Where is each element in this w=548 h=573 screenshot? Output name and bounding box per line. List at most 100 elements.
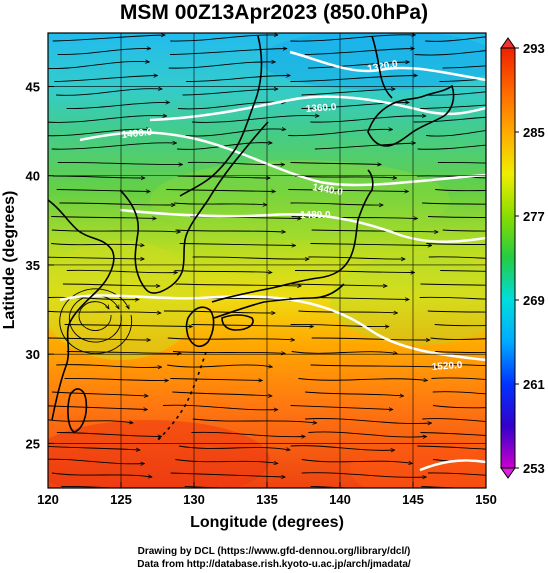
contour-label: 1320.0: [367, 59, 399, 75]
streamline: [66, 102, 170, 109]
x-axis: 120 125 130 135 140 145 150: [37, 482, 497, 507]
streamline: [311, 229, 439, 232]
x-tick-label: 130: [183, 492, 205, 507]
streamline: [305, 391, 404, 396]
streamline: [166, 189, 275, 192]
streamline: [178, 445, 290, 450]
streamline: [57, 48, 151, 55]
streamline: [310, 116, 426, 123]
streamline: [291, 352, 398, 354]
streamline: [52, 35, 165, 42]
streamline: [308, 256, 405, 259]
streamline: [173, 203, 267, 205]
streamline: [290, 202, 384, 205]
streamline: [192, 418, 317, 423]
streamline: [421, 486, 465, 488]
streamline: [51, 244, 144, 246]
contour-line: [149, 95, 486, 122]
streamline: [168, 62, 276, 69]
x-tick-label: 125: [110, 492, 132, 507]
streamline: [427, 216, 486, 218]
streamline: [56, 89, 162, 96]
streamline: [442, 229, 486, 232]
streamline: [48, 296, 139, 299]
streamline: [51, 472, 152, 477]
korea-coast: [119, 121, 269, 294]
kyushu: [185, 306, 215, 348]
streamline: [48, 405, 148, 410]
streamline: [62, 283, 160, 286]
streamline: [290, 323, 389, 326]
streamline: [291, 216, 418, 219]
russia-coast: [179, 35, 263, 197]
streamline: [175, 283, 302, 286]
streamline: [440, 270, 486, 272]
streamline: [179, 243, 296, 246]
streamline: [186, 75, 290, 82]
streamline: [314, 297, 409, 300]
y-axis: 25 30 35 40 45: [26, 80, 54, 451]
x-tick-label: 135: [256, 492, 278, 507]
streamline: [51, 216, 156, 219]
x-tick-label: 120: [37, 492, 59, 507]
streamline: [66, 269, 178, 272]
streamline: [185, 129, 286, 137]
streamline: [56, 432, 162, 437]
honshu-south: [213, 283, 345, 319]
streamline: [430, 337, 486, 340]
contour-line: [119, 208, 486, 243]
y-tick-label: 30: [26, 347, 40, 362]
streamline: [192, 116, 319, 123]
streamline: [48, 129, 151, 137]
streamline: [163, 404, 278, 410]
credit-data-source: Data from http://database.rish.kyoto-u.a…: [137, 559, 411, 570]
streamline: [170, 49, 287, 55]
x-tick-label: 140: [329, 492, 351, 507]
map-figure: 1320.0 1360.0 1400.0 1440.0 1480.0 1520.…: [1, 32, 545, 531]
streamline: [57, 162, 183, 164]
streamline: [54, 76, 157, 82]
streamline: [420, 104, 486, 109]
streamline: [175, 229, 286, 232]
y-tick-label: 45: [26, 80, 40, 95]
map-title: MSM 00Z13Apr2023 (850.0hPa): [119, 1, 429, 24]
streamline: [425, 36, 486, 42]
x-tick-label: 145: [402, 492, 424, 507]
streamline: [192, 256, 309, 259]
streamline: [422, 418, 486, 423]
y-tick-label: 35: [26, 258, 40, 273]
streamline: [304, 49, 415, 55]
streamline: [290, 405, 393, 410]
streamline: [174, 270, 272, 273]
streamline: [170, 35, 278, 42]
streamline: [310, 243, 432, 246]
streamline: [427, 310, 486, 313]
streamline: [59, 202, 176, 205]
credit-dcl: Drawing by DCL (https://www.gfd-dennou.o…: [137, 546, 411, 557]
streamline: [294, 270, 415, 273]
streamline: [308, 62, 409, 69]
streamline: [163, 310, 275, 313]
streamline: [56, 364, 161, 368]
streamline: [64, 377, 169, 380]
sakhalin: [371, 35, 393, 99]
x-axis-label: Longitude (degrees): [190, 514, 344, 531]
y-axis-label: Latitude (degrees): [1, 191, 18, 330]
colorbar-tick-label: 253: [523, 461, 545, 476]
streamline: [177, 143, 272, 150]
streamline: [187, 161, 285, 164]
colorbar: 293 285 277 269 261 253: [500, 37, 545, 479]
streamline: [308, 431, 426, 437]
streamline: [413, 116, 486, 123]
colorbar-top-cap: [500, 37, 516, 49]
streamline: [428, 256, 486, 259]
colorbar-tick-label: 277: [523, 209, 545, 224]
streamline: [167, 365, 272, 367]
coastlines: [48, 35, 455, 441]
contour-label: 1440.0: [311, 182, 343, 198]
colorbar-tick-label: 293: [523, 41, 545, 56]
contour-label: 1360.0: [305, 102, 337, 115]
taiwan: [67, 388, 88, 433]
streamline: [301, 472, 427, 478]
streamline: [56, 189, 151, 192]
